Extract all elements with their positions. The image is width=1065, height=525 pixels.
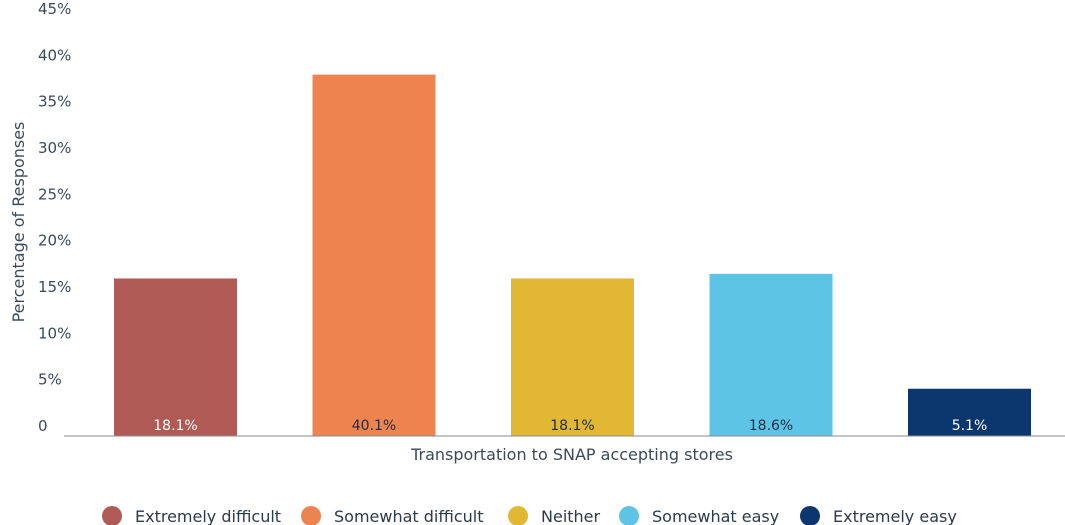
y-axis-title: Percentage of Responses (9, 122, 28, 323)
legend-swatch (508, 506, 528, 525)
y-tick-label: 40% (38, 46, 71, 64)
y-tick-label: 0 (38, 417, 48, 435)
legend-item-neither: Neither (508, 506, 601, 525)
x-axis-title: Transportation to SNAP accepting stores (410, 445, 733, 464)
legend-item-extremely-difficult: Extremely difficult (102, 506, 281, 525)
bars (114, 74, 1031, 436)
legend-swatch (619, 506, 639, 525)
legend: Extremely difficult Somewhat difficult Nei… (102, 506, 957, 525)
y-tick-label: 15% (38, 278, 71, 296)
data-labels: 18.1% 40.1% 18.1% 18.6% 5.1% (153, 418, 987, 434)
bar-somewhat-easy (709, 273, 833, 436)
y-tick-label: 45% (38, 0, 71, 18)
y-tick-label: 20% (38, 232, 71, 250)
legend-label: Extremely easy (833, 507, 957, 525)
legend-swatch (800, 506, 820, 525)
bar-data-label: 5.1% (952, 418, 988, 434)
legend-swatch (102, 506, 122, 525)
legend-swatch (301, 506, 321, 525)
bar-neither (511, 278, 634, 436)
bar-somewhat-difficult (312, 74, 436, 436)
y-tick-label: 35% (38, 93, 71, 111)
legend-item-extremely-easy: Extremely easy (800, 506, 957, 525)
bar-data-label: 18.6% (749, 418, 793, 434)
legend-label: Somewhat difficult (334, 507, 484, 525)
y-axis-ticks: 0 5% 10% 15% 20% 25% 30% 35% 40% 45% (38, 0, 71, 435)
bar-extremely-difficult (114, 278, 237, 436)
legend-item-somewhat-easy: Somewhat easy (619, 506, 779, 525)
bar-data-label: 18.1% (550, 418, 594, 434)
y-tick-label: 30% (38, 139, 71, 157)
y-tick-label: 10% (38, 324, 71, 342)
legend-item-somewhat-difficult: Somewhat difficult (301, 506, 484, 525)
legend-label: Somewhat easy (652, 507, 779, 525)
legend-label: Neither (541, 507, 601, 525)
bar-data-label: 40.1% (352, 418, 396, 434)
legend-label: Extremely difficult (135, 507, 281, 525)
y-tick-label: 5% (38, 371, 62, 389)
bar-data-label: 18.1% (153, 418, 197, 434)
y-tick-label: 25% (38, 185, 71, 203)
bar-extremely-easy (908, 388, 1031, 436)
